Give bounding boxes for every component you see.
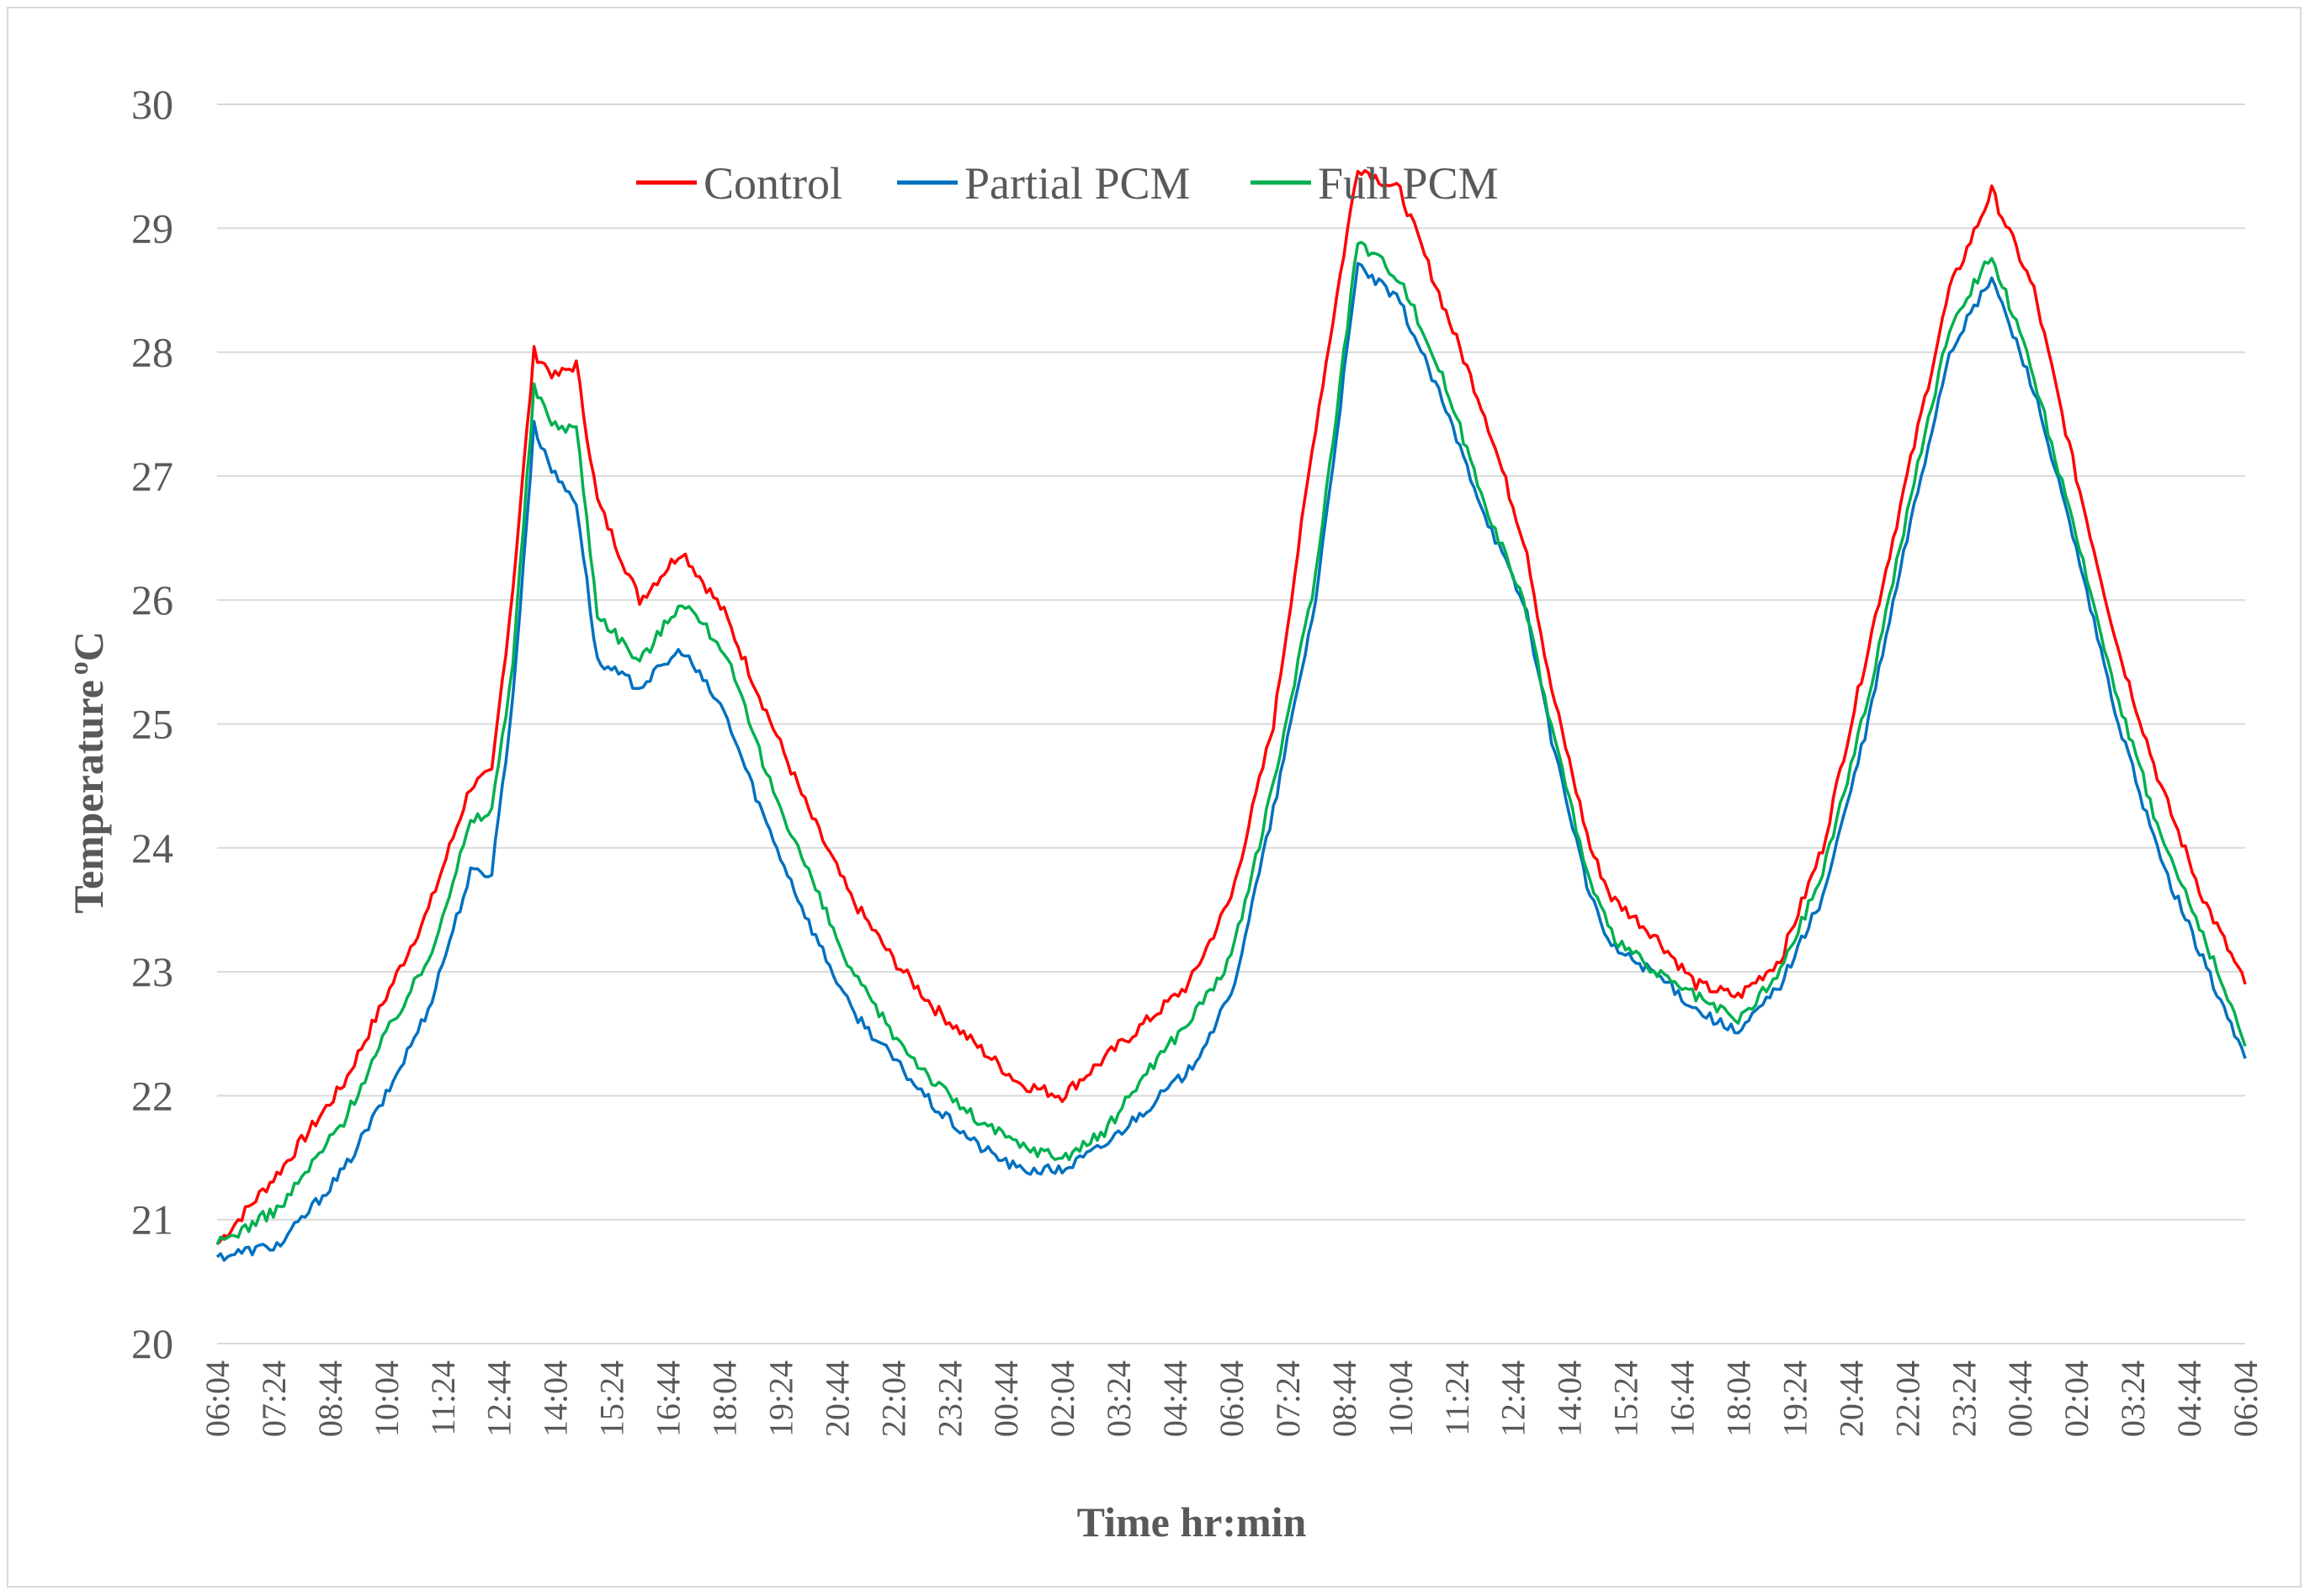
x-tick-label: 14:04 <box>1551 1360 1589 1437</box>
x-tick-label: 20:44 <box>1832 1360 1870 1437</box>
legend-label-partial-pcm: Partial PCM <box>964 158 1191 209</box>
x-tick-label: 16:44 <box>650 1360 688 1437</box>
x-tick-label: 19:24 <box>762 1360 799 1437</box>
x-tick-label: 18:04 <box>1720 1360 1758 1437</box>
x-tick-label: 10:04 <box>368 1360 406 1437</box>
x-tick-label: 23:24 <box>1945 1360 1983 1437</box>
y-tick-label: 28 <box>131 329 173 376</box>
legend-label-full-pcm: Full PCM <box>1318 158 1499 209</box>
gridlines <box>217 103 2245 1344</box>
x-tick-label: 07:24 <box>255 1360 293 1437</box>
x-tick-label: 11:24 <box>1438 1360 1476 1436</box>
x-tick-label: 22:04 <box>874 1360 912 1437</box>
x-tick-label: 02:04 <box>2058 1360 2095 1437</box>
x-tick-label: 04:44 <box>2170 1360 2208 1437</box>
x-tick-label: 06:04 <box>199 1360 236 1437</box>
x-tick-label: 11:24 <box>424 1360 462 1436</box>
x-tick-label: 15:24 <box>1607 1360 1645 1437</box>
x-tick-label: 00:44 <box>987 1360 1025 1437</box>
y-tick-label: 24 <box>131 825 173 872</box>
x-tick-label: 10:04 <box>1382 1360 1420 1437</box>
x-tick-label: 16:44 <box>1664 1360 1702 1437</box>
y-tick-label: 25 <box>131 701 173 748</box>
x-tick-label: 22:04 <box>1888 1360 1926 1437</box>
y-axis-ticks: 20 21 22 23 24 25 26 27 28 29 30 <box>131 81 173 1367</box>
legend-label-control: Control <box>704 158 842 209</box>
x-tick-label: 12:44 <box>1495 1360 1532 1437</box>
x-tick-label: 08:44 <box>311 1360 349 1437</box>
x-tick-label: 02:04 <box>1043 1360 1081 1437</box>
series-line-full-pcm <box>215 241 2247 1245</box>
series-lines <box>215 168 2247 1262</box>
x-tick-label: 12:44 <box>481 1360 518 1437</box>
x-tick-label: 20:44 <box>818 1360 856 1437</box>
x-tick-label: 08:44 <box>1325 1360 1363 1437</box>
legend: Control Partial PCM Full PCM <box>636 158 1499 209</box>
x-tick-label: 14:04 <box>537 1360 575 1437</box>
x-tick-label: 18:04 <box>706 1360 744 1437</box>
y-tick-label: 21 <box>131 1196 173 1243</box>
x-axis-ticks: 06:04 07:24 08:44 10:04 11:24 12:44 14:04 15:24… <box>199 1360 2265 1437</box>
x-tick-label: 00:44 <box>2001 1360 2039 1437</box>
y-tick-label: 30 <box>131 81 173 128</box>
y-tick-label: 22 <box>131 1072 173 1119</box>
x-tick-label: 06:04 <box>1213 1360 1251 1437</box>
series-line-partial-pcm <box>215 262 2247 1262</box>
y-tick-label: 26 <box>131 576 173 623</box>
x-tick-label: 06:04 <box>2227 1360 2265 1437</box>
y-axis-title: TemperatureoC <box>63 631 112 914</box>
x-tick-label: 07:24 <box>1269 1360 1307 1437</box>
x-tick-label: 03:24 <box>2114 1360 2152 1437</box>
x-tick-label: 04:44 <box>1156 1360 1194 1437</box>
chart-frame <box>7 7 2302 1588</box>
series-line-control <box>215 168 2247 1246</box>
y-tick-label: 29 <box>131 204 173 252</box>
y-tick-label: 20 <box>131 1320 173 1367</box>
y-tick-label: 23 <box>131 948 173 995</box>
x-tick-label: 23:24 <box>931 1360 969 1437</box>
x-tick-label: 03:24 <box>1100 1360 1138 1437</box>
x-tick-label: 15:24 <box>593 1360 631 1437</box>
y-tick-label: 27 <box>131 453 173 500</box>
x-tick-label: 19:24 <box>1776 1360 1813 1437</box>
x-axis-title: Time hr:min <box>1077 1498 1307 1546</box>
